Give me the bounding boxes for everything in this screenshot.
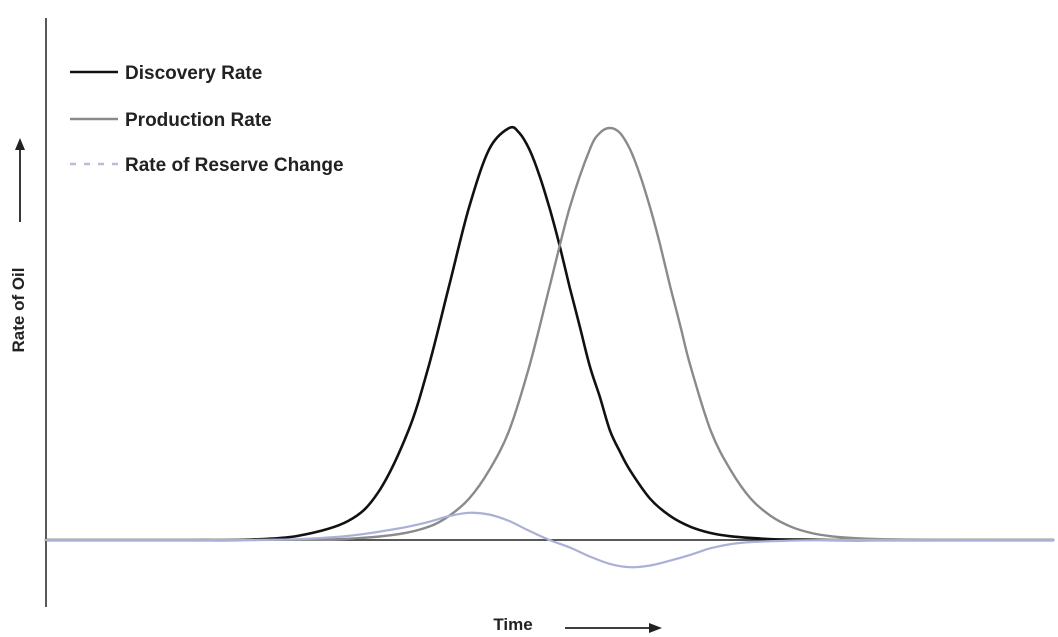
series-line-discovery-rate <box>44 125 1055 542</box>
legend-label-production-rate: Production Rate <box>125 110 272 131</box>
y-axis-label: Rate of Oil <box>9 267 28 352</box>
x-axis-label: Time <box>493 615 532 634</box>
legend: Discovery Rate Production Rate Rate of R… <box>70 63 344 176</box>
series-line-rate-of-reserve-change <box>44 511 1055 569</box>
legend-label-rate-of-reserve-change: Rate of Reserve Change <box>125 155 344 176</box>
y-axis-arrow-icon <box>15 138 25 222</box>
x-axis-arrow-icon <box>565 623 662 633</box>
series-layer <box>44 125 1055 569</box>
legend-label-discovery-rate: Discovery Rate <box>125 63 262 84</box>
series-line-production-rate <box>44 126 1055 542</box>
